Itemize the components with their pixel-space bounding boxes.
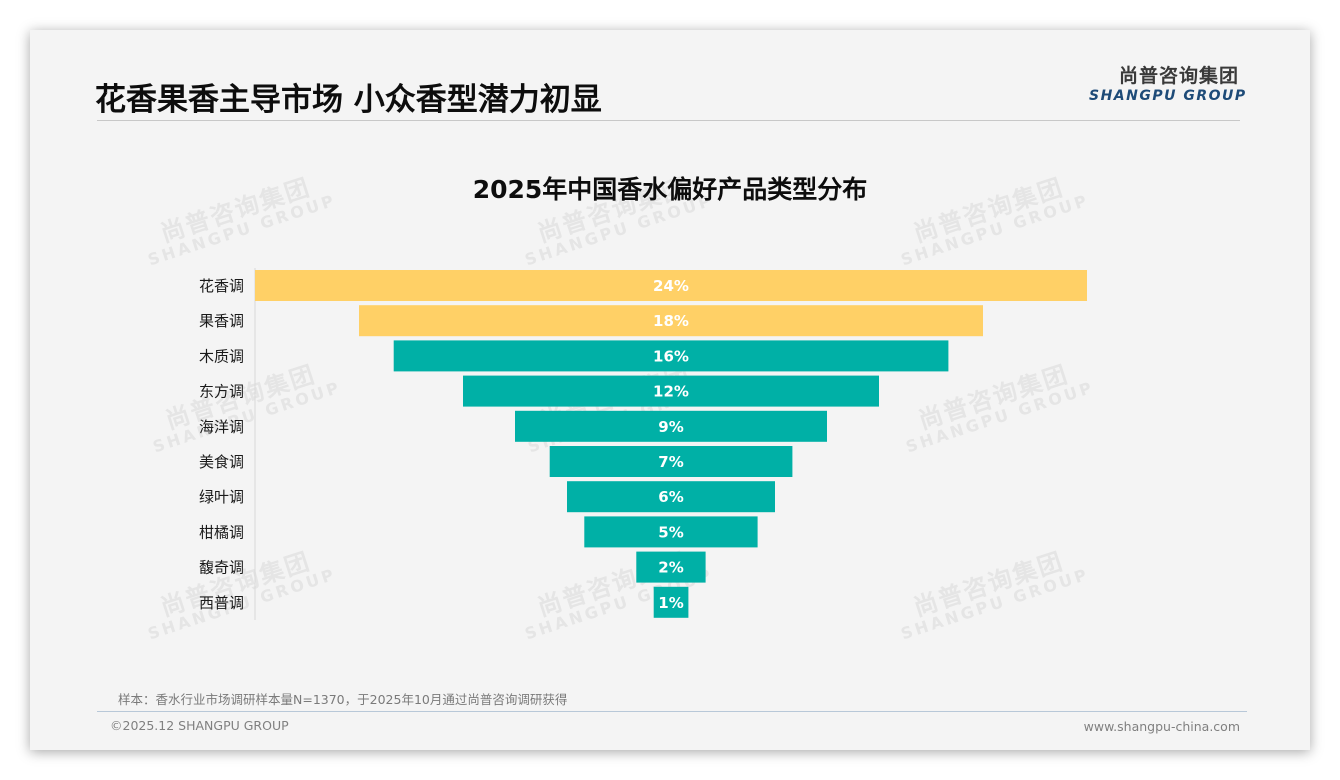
category-tick-label: 海洋调 — [199, 418, 244, 436]
company-logo: 尚普咨询集团 SHANGPU GROUP — [1089, 65, 1247, 105]
bar-5 — [515, 410, 827, 442]
footer-divider — [97, 711, 1247, 712]
bar-1 — [255, 270, 1087, 301]
title-divider — [97, 120, 1240, 121]
bar-8 — [584, 516, 758, 548]
copyright-text: ©2025.12 SHANGPU GROUP — [110, 718, 289, 733]
category-tick-label: 馥奇调 — [199, 559, 244, 577]
data-label: 18% — [653, 312, 689, 330]
funnel-chart: 24% 花香调 18% 果香调 16% 木质调 12% 东方调 9% 海洋调 7% 美食调 6% 绿叶调 5… — [199, 268, 1087, 620]
data-label: 6% — [658, 488, 683, 506]
category-tick-label: 花香调 — [199, 277, 244, 295]
category-tick-label: 木质调 — [199, 347, 244, 365]
category-tick-label: 果香调 — [199, 312, 244, 330]
data-label: 9% — [658, 418, 683, 436]
bars-group: 24% 花香调 18% 果香调 16% 木质调 12% 东方调 9% 海洋调 7% 美食调 6% 绿叶调 5… — [199, 270, 1087, 618]
data-label: 5% — [658, 523, 683, 541]
website-link[interactable]: www.shangpu-china.com — [1083, 719, 1240, 734]
category-tick-label: 美食调 — [199, 453, 244, 471]
bar-6 — [549, 446, 793, 477]
page-title: 花香果香主导市场 小众香型潜力初显 — [95, 82, 602, 118]
bar-3 — [393, 340, 949, 372]
data-label: 24% — [653, 277, 689, 295]
bar-10 — [653, 586, 689, 618]
category-tick-label: 绿叶调 — [199, 488, 244, 506]
logo-chinese-text: 尚普咨询集团 — [1118, 65, 1239, 87]
bar-7 — [567, 481, 775, 513]
data-label: 7% — [658, 453, 683, 471]
data-label: 12% — [653, 383, 689, 401]
sample-note: 样本：香水行业市场调研样本量N=1370，于2025年10月通过尚普咨询调研获得 — [118, 692, 568, 707]
data-label: 1% — [658, 594, 683, 612]
bar-9 — [636, 551, 706, 583]
data-label: 16% — [653, 347, 689, 365]
slide: 花香果香主导市场 小众香型潜力初显 尚普咨询集团 SHANGPU GROUP 尚… — [30, 30, 1310, 750]
logo-english-text: SHANGPU GROUP — [1089, 88, 1247, 104]
chart-title: 2025年中国香水偏好产品类型分布 — [472, 175, 868, 204]
bar-2 — [359, 305, 983, 337]
data-label: 2% — [658, 559, 683, 577]
category-tick-label: 西普调 — [199, 594, 244, 612]
bar-4 — [463, 375, 879, 407]
category-tick-label: 东方调 — [199, 383, 244, 401]
category-tick-label: 柑橘调 — [199, 523, 244, 541]
